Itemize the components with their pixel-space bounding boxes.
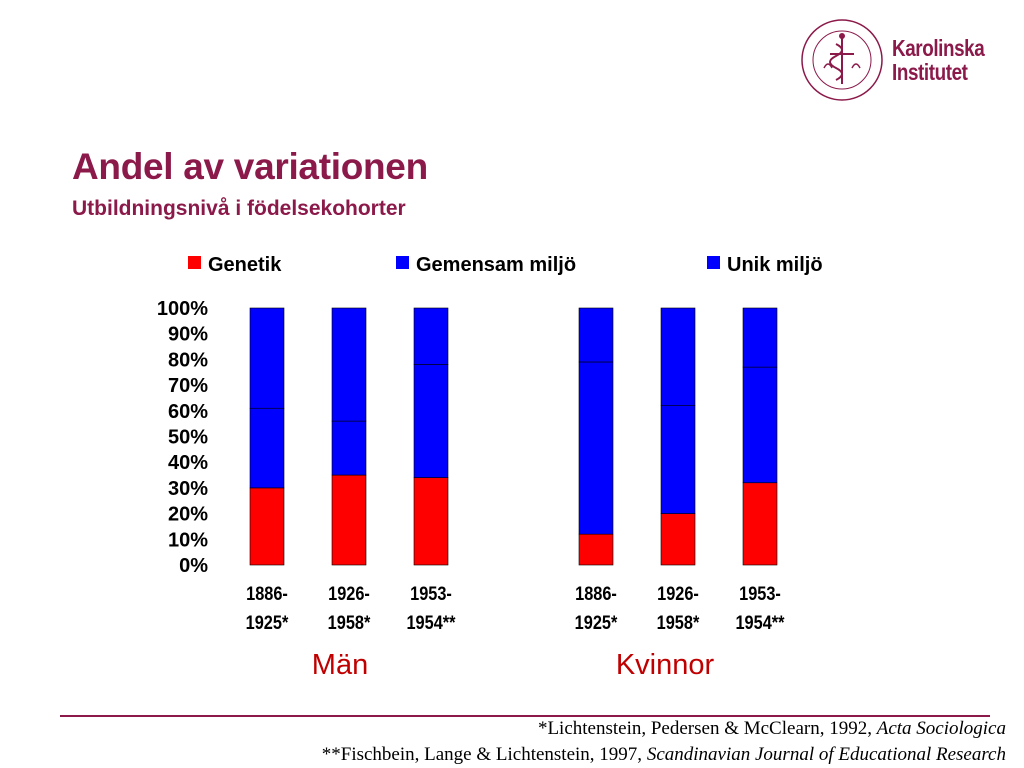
y-tick-label: 20% bbox=[168, 504, 208, 526]
bar-segment bbox=[331, 307, 367, 422]
y-tick-label: 60% bbox=[168, 401, 208, 423]
bar-segment bbox=[578, 361, 614, 535]
bar-segment bbox=[578, 533, 614, 566]
bar-segment bbox=[660, 307, 696, 406]
y-tick-label: 70% bbox=[168, 375, 208, 397]
footer-divider bbox=[60, 715, 990, 717]
y-tick-label: 10% bbox=[168, 529, 208, 551]
reference-1-source: Acta Sociologica bbox=[876, 718, 1006, 739]
legend-label: Unik miljö bbox=[727, 254, 823, 276]
karolinska-logo: Karolinska Institutet bbox=[800, 18, 1010, 103]
legend-swatch bbox=[396, 256, 409, 269]
page-title: Andel av variationen bbox=[72, 146, 428, 187]
bar-segment bbox=[578, 307, 614, 363]
bar-segment bbox=[660, 513, 696, 566]
y-tick-label: 50% bbox=[168, 427, 208, 449]
x-tick-label: 1953- bbox=[739, 583, 781, 604]
legend-swatch bbox=[188, 256, 201, 269]
bar-segment bbox=[742, 482, 778, 566]
x-tick-label: 1954** bbox=[735, 612, 784, 633]
group-label: Kvinnor bbox=[616, 649, 715, 681]
bar-segment bbox=[249, 307, 285, 409]
x-tick-label: 1954** bbox=[406, 612, 455, 633]
legend-label: Genetik bbox=[208, 254, 282, 276]
bar-segment bbox=[413, 477, 449, 566]
x-tick-label: 1925* bbox=[246, 612, 289, 633]
reference-2: **Fischbein, Lange & Lichtenstein, 1997,… bbox=[322, 744, 1006, 766]
bar-segment bbox=[413, 364, 449, 478]
x-tick-label: 1958* bbox=[657, 612, 700, 633]
x-tick-label: 1953- bbox=[410, 583, 452, 604]
stacked-bar-chart: 0% 10% 20% 30% 40% 50% 60% 70% 80% 90% 100%Genetik… bbox=[157, 254, 823, 681]
legend-swatch bbox=[707, 256, 720, 269]
y-tick-label: 90% bbox=[168, 324, 208, 346]
karolinska-seal-icon bbox=[801, 19, 883, 101]
bar-segment bbox=[249, 407, 285, 489]
logo-wordmark-line2: Institutet bbox=[892, 59, 968, 85]
bar-segment bbox=[742, 307, 778, 368]
reference-1: *Lichtenstein, Pedersen & McClearn, 1992… bbox=[538, 718, 1006, 740]
x-tick-label: 1926- bbox=[657, 583, 699, 604]
y-tick-label: 30% bbox=[168, 478, 208, 500]
x-tick-label: 1886- bbox=[246, 583, 288, 604]
y-tick-label: 0% bbox=[179, 555, 208, 577]
bar-segment bbox=[331, 420, 367, 476]
legend-label: Gemensam miljö bbox=[416, 254, 576, 276]
bar-segment bbox=[660, 405, 696, 514]
y-tick-label: 40% bbox=[168, 452, 208, 474]
bar-segment bbox=[413, 307, 449, 365]
x-tick-label: 1958* bbox=[328, 612, 371, 633]
reference-2-source: Scandinavian Journal of Educational Rese… bbox=[646, 744, 1006, 765]
y-tick-label: 80% bbox=[168, 349, 208, 371]
y-tick-label: 100% bbox=[157, 298, 208, 320]
x-tick-label: 1925* bbox=[575, 612, 618, 633]
bar-segment bbox=[249, 487, 285, 566]
logo-wordmark-line1: Karolinska bbox=[892, 35, 985, 61]
bar-segment bbox=[742, 366, 778, 484]
group-label: Män bbox=[312, 649, 368, 681]
x-tick-label: 1886- bbox=[575, 583, 617, 604]
x-tick-label: 1926- bbox=[328, 583, 370, 604]
bar-segment bbox=[331, 474, 367, 566]
reference-2-text: **Fischbein, Lange & Lichtenstein, 1997, bbox=[321, 744, 647, 765]
reference-1-text: *Lichtenstein, Pedersen & McClearn, 1992… bbox=[537, 718, 877, 739]
page-subtitle: Utbildningsnivå i födelsekohorter bbox=[72, 197, 406, 220]
